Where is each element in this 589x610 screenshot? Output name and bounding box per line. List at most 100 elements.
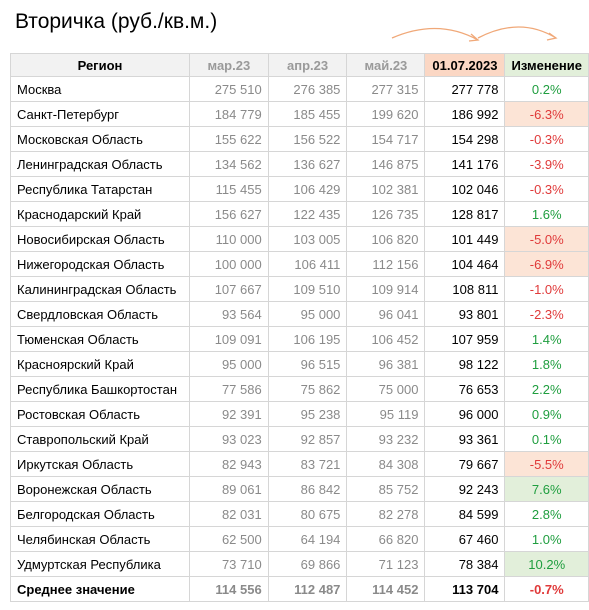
apr23-cell: 136 627 [267,151,348,177]
region-cell: Республика Татарстан [10,176,190,202]
change-cell: -0.3% [504,126,589,152]
current-cell: 108 811 [424,276,506,302]
apr23-cell: 69 866 [267,551,348,577]
current-cell: 84 599 [424,501,506,527]
may23-cell: 66 820 [346,526,426,552]
current-cell: 141 176 [424,151,506,177]
table-row: Свердловская Область 93 564 95 000 96 041 93… [10,301,589,327]
apr23-cell: 122 435 [267,201,348,227]
table-row: Новосибирская Область 110 000 103 005 106 8… [10,226,589,252]
current-cell: 78 384 [424,551,506,577]
region-cell: Воронежская Область [10,476,190,502]
may23-cell: 106 820 [346,226,426,252]
region-cell: Москва [10,76,190,102]
header-may23: май.23 [346,53,426,77]
average-row: Среднее значение 114 556 112 487 114 452 113… [10,576,589,602]
apr23-cell: 83 721 [267,451,348,477]
mar23-cell: 82 031 [189,501,269,527]
change-cell: 0.9% [504,401,589,427]
apr23-cell: 109 510 [267,276,348,302]
apr23-cell: 64 194 [267,526,348,552]
current-cell: 98 122 [424,351,506,377]
may23-cell: 82 278 [346,501,426,527]
may23-cell: 146 875 [346,151,426,177]
apr23-cell: 106 429 [267,176,348,202]
mar23-cell: 115 455 [189,176,269,202]
current-cell: 76 653 [424,376,506,402]
region-cell: Нижегородская Область [10,251,190,277]
change-cell: -0.3% [504,176,589,202]
table-row: Челябинская Область 62 500 64 194 66 820 67 … [10,526,589,552]
mar23-cell: 100 000 [189,251,269,277]
current-cell: 154 298 [424,126,506,152]
may23-cell: 96 381 [346,351,426,377]
may23-cell: 112 156 [346,251,426,277]
table-row: Красноярский Край 95 000 96 515 96 381 98 12… [10,351,589,377]
region-cell: Ростовская Область [10,401,190,427]
mar23-cell: 89 061 [189,476,269,502]
header-region: Регион [10,53,190,77]
current-cell: 67 460 [424,526,506,552]
current-cell: 107 959 [424,326,506,352]
mar23-cell: 93 564 [189,301,269,327]
table-row: Санкт-Петербург 184 779 185 455 199 620 186 … [10,101,589,127]
change-cell: 1.8% [504,351,589,377]
apr23-cell: 86 842 [267,476,348,502]
mar23-cell: 114 556 [189,576,269,602]
current-cell: 92 243 [424,476,506,502]
table-row: Московская Область 155 622 156 522 154 717 1… [10,126,589,152]
apr23-cell: 106 411 [267,251,348,277]
region-cell: Республика Башкортостан [10,376,190,402]
may23-cell: 84 308 [346,451,426,477]
region-cell: Челябинская Область [10,526,190,552]
region-cell: Красноярский Край [10,351,190,377]
current-cell: 96 000 [424,401,506,427]
may23-cell: 85 752 [346,476,426,502]
mar23-cell: 93 023 [189,426,269,452]
mar23-cell: 73 710 [189,551,269,577]
current-cell: 101 449 [424,226,506,252]
apr23-cell: 156 522 [267,126,348,152]
change-cell: -5.0% [504,226,589,252]
change-cell: 10.2% [504,551,589,577]
current-cell: 128 817 [424,201,506,227]
region-cell: Московская Область [10,126,190,152]
current-cell: 277 778 [424,76,506,102]
mar23-cell: 95 000 [189,351,269,377]
page-title: Вторичка (руб./кв.м.) [15,10,218,33]
table-row: Москва 275 510 276 385 277 315 277 778 0.2% [10,76,589,102]
may23-cell: 93 232 [346,426,426,452]
change-cell: 1.6% [504,201,589,227]
apr23-cell: 112 487 [267,576,348,602]
table-row: Ставропольский Край 93 023 92 857 93 232 93 … [10,426,589,452]
mar23-cell: 184 779 [189,101,269,127]
apr23-cell: 92 857 [267,426,348,452]
mar23-cell: 107 667 [189,276,269,302]
change-cell: -5.5% [504,451,589,477]
price-table: Регион мар.23 апр.23 май.23 01.07.2023 И… [10,53,589,602]
region-cell: Санкт-Петербург [10,101,190,127]
region-cell: Новосибирская Область [10,226,190,252]
mar23-cell: 156 627 [189,201,269,227]
mar23-cell: 92 391 [189,401,269,427]
change-cell: -1.0% [504,276,589,302]
current-cell: 79 667 [424,451,506,477]
change-cell: -3.9% [504,151,589,177]
apr23-cell: 95 238 [267,401,348,427]
apr23-cell: 103 005 [267,226,348,252]
current-cell: 113 704 [424,576,506,602]
table-row: Нижегородская Область 100 000 106 411 112 1… [10,251,589,277]
region-cell: Среднее значение [10,576,190,602]
region-cell: Ленинградская Область [10,151,190,177]
header-change: Изменение [504,53,589,77]
header-mar23: мар.23 [189,53,269,77]
region-cell: Белгородская Область [10,501,190,527]
table-row: Республика Башкортостан 77 586 75 862 75 00… [10,376,589,402]
change-cell: -2.3% [504,301,589,327]
change-cell: 0.1% [504,426,589,452]
table-row: Иркутская Область 82 943 83 721 84 308 79 66… [10,451,589,477]
mar23-cell: 110 000 [189,226,269,252]
current-cell: 186 992 [424,101,506,127]
mar23-cell: 134 562 [189,151,269,177]
header-current-date: 01.07.2023 [424,53,506,77]
